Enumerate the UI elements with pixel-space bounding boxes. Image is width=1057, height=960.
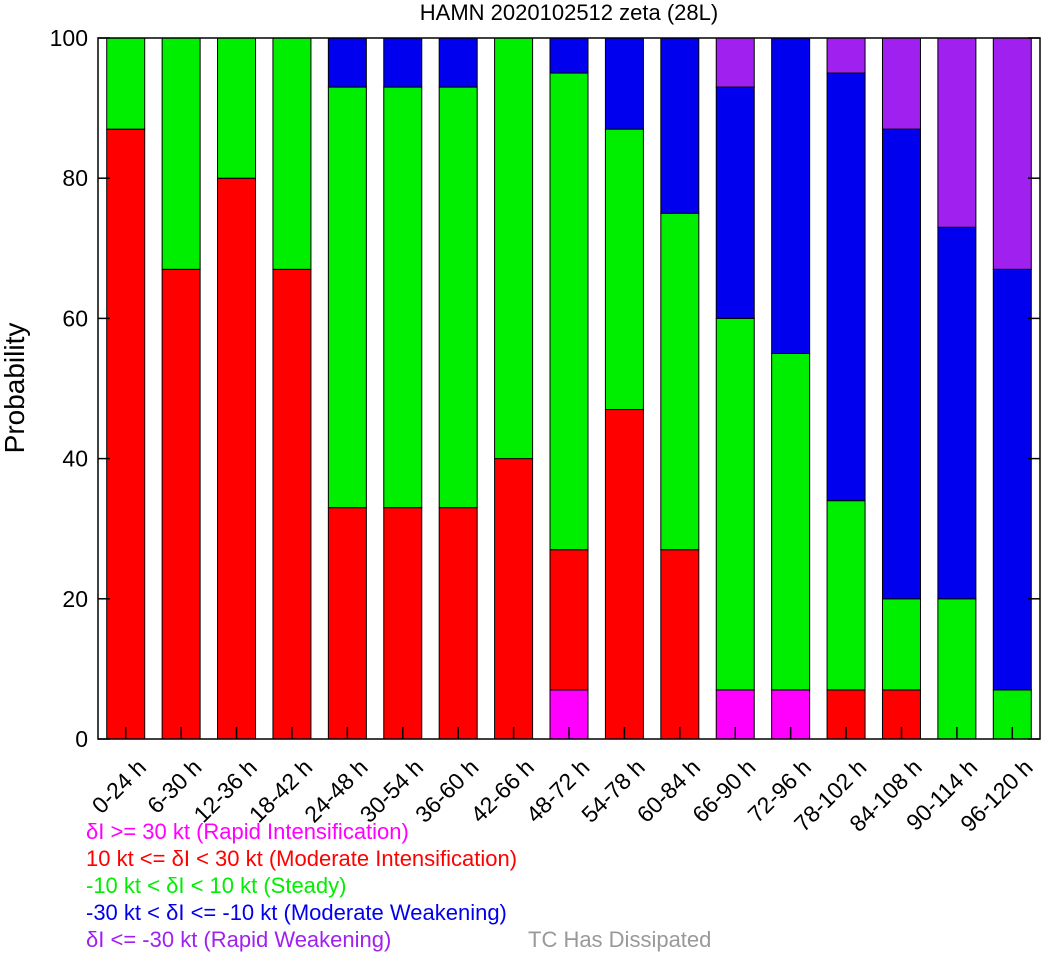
y-tick-label: 0 (75, 726, 88, 752)
bar-segment-78-102h-s2 (826, 500, 866, 691)
bar-segment-24-48h-s2 (327, 86, 367, 509)
bar-segment-78-102h-s3 (826, 72, 866, 502)
bar-segment-24-48h-s3 (327, 37, 367, 88)
y-tick-label: 100 (50, 25, 88, 51)
y-tick-label: 60 (62, 305, 88, 331)
bar-segment-96-120h-s4 (992, 37, 1032, 270)
bar-segment-6-30h-s1 (161, 268, 201, 740)
bar-segment-12-36h-s1 (217, 177, 257, 740)
y-tick-label: 20 (62, 586, 88, 612)
bar-segment-48-72h-s1 (549, 549, 589, 691)
bar-segment-60-84h-s3 (660, 37, 700, 214)
bar-segment-36-60h-s3 (438, 37, 478, 88)
bar-segment-30-54h-s1 (383, 507, 423, 740)
bar-segment-84-108h-s4 (881, 37, 921, 130)
bars-group (106, 37, 1032, 740)
bar-segment-90-114h-s2 (937, 598, 977, 740)
bar-segment-18-42h-s1 (272, 268, 312, 740)
legend: δI >= 30 kt (Rapid Intensification) 10 kt… (86, 818, 517, 953)
bar-segment-36-60h-s2 (438, 86, 478, 509)
bar-segment-12-36h-s2 (217, 37, 257, 179)
bar-segment-90-114h-s3 (937, 226, 977, 600)
legend-item-4: δI <= -30 kt (Rapid Weakening) (86, 927, 392, 952)
legend-item-2: -10 kt < δI < 10 kt (Steady) (86, 873, 347, 898)
bar-segment-66-90h-s2 (715, 317, 755, 691)
bar-segment-66-90h-s4 (715, 37, 755, 88)
bar-segment-72-96h-s3 (771, 37, 811, 354)
bar-segment-42-66h-s2 (494, 37, 534, 460)
bar-segment-48-72h-s2 (549, 72, 589, 551)
bar-segment-84-108h-s2 (881, 598, 921, 691)
bar-segment-60-84h-s1 (660, 549, 700, 740)
bar-segment-90-114h-s4 (937, 37, 977, 228)
bar-segment-66-90h-s3 (715, 86, 755, 319)
x-tick-label: 0-24 h (87, 754, 152, 819)
bar-segment-60-84h-s2 (660, 212, 700, 551)
legend-item-0: δI >= 30 kt (Rapid Intensification) (86, 819, 409, 844)
bar-segment-30-54h-s3 (383, 37, 423, 88)
legend-item-3: -30 kt < δI <= -10 kt (Moderate Weakenin… (86, 900, 507, 925)
bar-segment-84-108h-s3 (881, 128, 921, 600)
bar-segment-54-78h-s2 (604, 128, 644, 411)
bar-segment-78-102h-s4 (826, 37, 866, 74)
bar-segment-54-78h-s3 (604, 37, 644, 130)
y-tick-label: 40 (62, 446, 88, 472)
bar-segment-36-60h-s1 (438, 507, 478, 740)
y-tick-label: 80 (62, 165, 88, 191)
bar-segment-42-66h-s1 (494, 458, 534, 740)
legend-item-1: 10 kt <= δI < 30 kt (Moderate Intensific… (86, 846, 518, 871)
bar-segment-24-48h-s1 (327, 507, 367, 740)
y-axis-label: Probability (0, 323, 30, 454)
bar-segment-48-72h-s3 (549, 37, 589, 74)
bar-segment-6-30h-s2 (161, 37, 201, 270)
bar-segment-96-120h-s3 (992, 268, 1032, 691)
bar-segment-0-24h-s1 (106, 128, 146, 740)
bar-segment-54-78h-s1 (604, 409, 644, 740)
chart-title: HAMN 2020102512 zeta (28L) (420, 0, 718, 25)
bar-segment-0-24h-s2 (106, 37, 146, 130)
bar-segment-18-42h-s2 (272, 37, 312, 270)
bar-segment-72-96h-s2 (771, 352, 811, 691)
legend-item-dissipated: TC Has Dissipated (528, 927, 712, 952)
bar-segment-30-54h-s2 (383, 86, 423, 509)
